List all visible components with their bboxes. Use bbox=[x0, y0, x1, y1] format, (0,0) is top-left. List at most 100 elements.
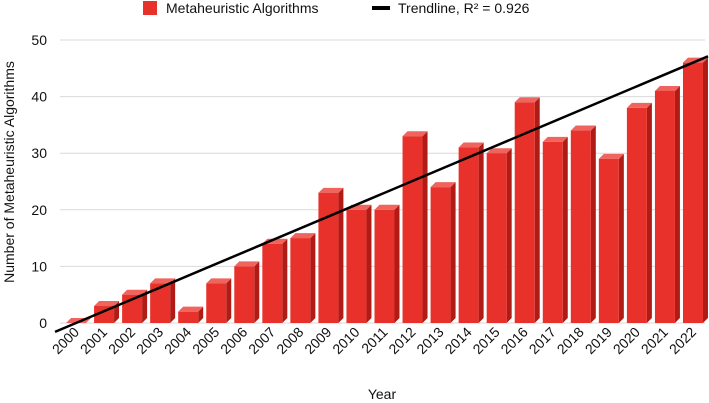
bar-side bbox=[254, 261, 260, 323]
bar bbox=[346, 204, 372, 323]
x-tick-label: 2017 bbox=[526, 324, 559, 357]
bar-front bbox=[570, 130, 591, 323]
bar-side bbox=[646, 102, 652, 323]
x-tick-label: 2020 bbox=[610, 324, 643, 357]
bar-side bbox=[282, 238, 288, 323]
bar bbox=[318, 187, 344, 323]
bar-top bbox=[206, 278, 232, 284]
bar-top bbox=[234, 261, 260, 267]
bar-top bbox=[570, 125, 596, 131]
bar-side bbox=[394, 204, 400, 323]
trendline-layer bbox=[54, 55, 709, 334]
x-axis-title: Year bbox=[368, 386, 397, 402]
legend-swatch-bars bbox=[143, 1, 157, 15]
bar bbox=[542, 136, 568, 323]
bar-side bbox=[590, 125, 596, 323]
bar-top bbox=[654, 85, 680, 91]
bar-side bbox=[506, 148, 512, 323]
bar-side bbox=[338, 187, 344, 323]
bar-side bbox=[170, 278, 176, 323]
y-tick-label: 40 bbox=[31, 89, 47, 105]
x-tick-label: 2018 bbox=[554, 324, 587, 357]
bar-top bbox=[150, 278, 176, 284]
bar-top bbox=[122, 289, 148, 295]
x-tick-label: 2016 bbox=[497, 324, 530, 357]
x-tick-label: 2021 bbox=[638, 324, 671, 357]
y-axis-ticks: 0 10 20 30 40 50 bbox=[31, 32, 47, 331]
bar-top bbox=[290, 233, 316, 239]
bar-front bbox=[626, 107, 647, 323]
bar-front bbox=[486, 153, 507, 323]
x-tick-label: 2013 bbox=[413, 324, 446, 357]
bar bbox=[486, 148, 512, 323]
bar bbox=[654, 85, 680, 323]
bar-top bbox=[598, 153, 624, 159]
bar-front bbox=[178, 311, 199, 323]
bar bbox=[570, 125, 596, 323]
bar-top bbox=[402, 131, 428, 137]
bar bbox=[150, 278, 176, 323]
bar-front bbox=[682, 62, 703, 323]
bar bbox=[682, 57, 708, 323]
legend-swatch-trendline bbox=[372, 6, 390, 10]
x-tick-label: 2010 bbox=[329, 324, 362, 357]
bar-front bbox=[346, 209, 367, 323]
bar-side bbox=[534, 97, 540, 323]
bar-side bbox=[618, 153, 624, 323]
bar-top bbox=[514, 97, 540, 103]
bar-front bbox=[262, 243, 283, 323]
bar-top bbox=[458, 142, 484, 148]
bar-front bbox=[206, 283, 227, 323]
x-tick-label: 2008 bbox=[273, 324, 306, 357]
bar-front bbox=[290, 238, 311, 323]
bar bbox=[374, 204, 400, 323]
bar-side bbox=[310, 233, 316, 323]
legend: Metaheuristic Algorithms Trendline, R² =… bbox=[143, 0, 530, 16]
bar bbox=[94, 301, 120, 323]
x-tick-label: 2022 bbox=[666, 324, 699, 357]
bar-top bbox=[486, 148, 512, 154]
y-axis-title: Number of Metaheuristic Algorithms bbox=[1, 61, 17, 283]
bar-side bbox=[422, 131, 428, 323]
bar bbox=[458, 142, 484, 323]
bar-top bbox=[94, 301, 120, 307]
bar-front bbox=[374, 209, 395, 323]
x-tick-label: 2004 bbox=[161, 324, 194, 357]
x-axis-ticks: 2000200120022003200420052006200720082009… bbox=[49, 324, 699, 357]
bar-front bbox=[598, 158, 619, 323]
bar bbox=[178, 306, 204, 323]
bar-top bbox=[374, 204, 400, 210]
bar-side bbox=[142, 289, 148, 323]
bar-side bbox=[478, 142, 484, 323]
y-tick-label: 30 bbox=[31, 145, 47, 161]
x-tick-label: 2014 bbox=[441, 324, 474, 357]
bar bbox=[234, 261, 260, 323]
x-tick-label: 2012 bbox=[385, 324, 418, 357]
bar bbox=[598, 153, 624, 323]
bar-top bbox=[430, 182, 456, 188]
x-tick-label: 2006 bbox=[217, 324, 250, 357]
bar-side bbox=[674, 85, 680, 323]
bar bbox=[290, 233, 316, 323]
legend-label-trendline: Trendline, R² = 0.926 bbox=[398, 0, 530, 16]
y-tick-label: 10 bbox=[31, 258, 47, 274]
bar bbox=[626, 102, 652, 323]
bar bbox=[514, 97, 540, 323]
bar-side bbox=[198, 306, 204, 323]
bar-front bbox=[430, 187, 451, 323]
x-tick-label: 2005 bbox=[189, 324, 222, 357]
bar bbox=[402, 131, 428, 323]
trendline bbox=[54, 55, 709, 334]
x-tick-label: 2002 bbox=[105, 324, 138, 357]
legend-label-bars: Metaheuristic Algorithms bbox=[166, 0, 319, 16]
bar-side bbox=[366, 204, 372, 323]
x-tick-label: 2009 bbox=[301, 324, 334, 357]
bar bbox=[206, 278, 232, 323]
bar-front bbox=[514, 102, 535, 323]
bar-top bbox=[626, 102, 652, 108]
bar-side bbox=[226, 278, 232, 323]
bar-front bbox=[318, 192, 339, 323]
x-tick-label: 2015 bbox=[469, 324, 502, 357]
bar-front bbox=[542, 141, 563, 323]
